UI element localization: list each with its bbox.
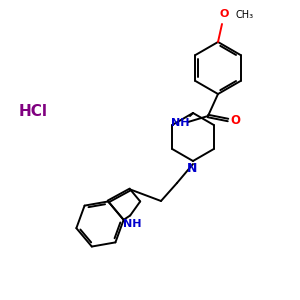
Text: O: O [230, 113, 240, 127]
Text: NH: NH [123, 219, 142, 230]
Text: HCl: HCl [19, 104, 47, 119]
Text: O: O [219, 9, 229, 19]
Text: CH₃: CH₃ [236, 10, 254, 20]
Text: N: N [187, 161, 197, 175]
Text: NH: NH [171, 118, 189, 128]
